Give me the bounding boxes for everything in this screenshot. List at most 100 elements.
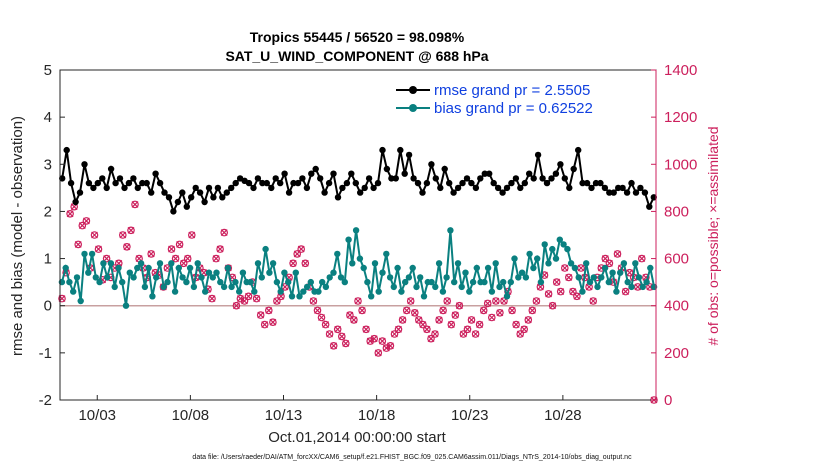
rmse-point (277, 179, 284, 187)
y-right-tick-label: 1400 (664, 62, 697, 79)
bias-point (130, 274, 137, 281)
obs-marker (528, 306, 537, 315)
rmse-point (192, 184, 199, 192)
bias-point (515, 274, 522, 281)
y-right-tick-label: 800 (664, 203, 689, 220)
bias-point (469, 278, 477, 286)
bias-point (300, 288, 307, 295)
bias-point (85, 269, 92, 276)
bias-point (549, 245, 556, 253)
bias-point (186, 264, 194, 272)
rmse-point (99, 175, 106, 182)
bias-point (409, 264, 416, 272)
bias-point (254, 260, 262, 267)
bias-point (251, 288, 258, 295)
bias-point (115, 264, 122, 272)
bias-point (175, 264, 182, 272)
bias-point (288, 293, 296, 300)
rmse-point (441, 165, 448, 173)
bias-point (160, 283, 167, 291)
y-right-tick-label: 1200 (664, 109, 697, 126)
bias-point (371, 260, 379, 267)
obs-marker (544, 290, 553, 298)
bias-point (285, 278, 292, 286)
bias-point (337, 274, 345, 281)
rmse-point (365, 175, 373, 182)
bias-point (352, 227, 360, 234)
bias-point (96, 278, 103, 286)
obs-marker (220, 228, 229, 237)
rmse-point (116, 175, 124, 182)
rmse-point (152, 170, 159, 177)
bias-point (473, 264, 480, 272)
bias-point (209, 274, 216, 281)
rmse-point (405, 151, 413, 159)
rmse-point (557, 161, 564, 168)
rmse-point (575, 146, 582, 154)
obs-marker (443, 297, 452, 305)
obs-marker (256, 311, 265, 319)
rmse-point (490, 179, 497, 187)
rmse-point (148, 189, 155, 196)
obs-marker (516, 330, 525, 338)
bias-point (220, 283, 228, 291)
rmse-point (339, 184, 346, 192)
obs-marker (297, 245, 306, 253)
rmse-point (357, 189, 364, 196)
rmse-point (325, 179, 333, 187)
obs-marker (216, 245, 224, 253)
rmse-point (94, 179, 102, 187)
rmse-series-group (59, 146, 657, 215)
bias-point (500, 278, 507, 286)
y-tick-label: 0 (44, 298, 52, 315)
bias-point (541, 241, 548, 248)
rmse-point (508, 179, 515, 187)
obs-marker (447, 320, 456, 329)
rmse-point (615, 184, 622, 192)
bias-point (503, 293, 511, 300)
bias-point (466, 288, 473, 295)
bias-point (171, 288, 179, 295)
rmse-point (103, 184, 110, 192)
legend-bias-marker (409, 104, 417, 112)
obs-marker (410, 308, 419, 317)
rmse-point (223, 189, 230, 196)
obs-marker (325, 330, 334, 338)
bias-point (428, 278, 435, 286)
bias-point (534, 255, 541, 262)
obs-marker (354, 297, 362, 305)
x-tick-label: 10/13 (265, 407, 303, 424)
rmse-point (67, 179, 75, 187)
x-axis-label: Oct.01,2014 00:00:00 start (268, 429, 446, 446)
bias-point (228, 283, 235, 291)
obs-marker (366, 337, 375, 345)
obs-marker (431, 330, 439, 338)
bias-point (556, 236, 563, 243)
bias-point (613, 288, 620, 295)
bias-point (266, 269, 273, 276)
obs-marker (131, 200, 139, 209)
obs-marker (463, 325, 472, 334)
legend-rmse-marker (409, 86, 417, 94)
bias-point (511, 255, 518, 262)
rmse-point (81, 161, 88, 168)
y-tick-label: 4 (44, 109, 52, 126)
bias-point (100, 260, 107, 267)
obs-marker (313, 306, 322, 315)
bias-point (488, 288, 496, 295)
rmse-point (632, 189, 640, 196)
bias-point (122, 302, 130, 309)
obs-marker (346, 311, 354, 319)
bias-point (356, 255, 364, 262)
rmse-point (499, 189, 506, 196)
bias-point (334, 250, 341, 258)
bias-point (643, 278, 650, 286)
bias-point (77, 297, 84, 305)
rmse-point (472, 184, 480, 192)
bias-point (435, 260, 443, 267)
rmse-point (308, 170, 315, 177)
y-right-tick-label: 400 (664, 298, 689, 315)
rmse-point (450, 189, 457, 196)
obs-marker (317, 313, 326, 322)
rmse-point (530, 175, 537, 182)
